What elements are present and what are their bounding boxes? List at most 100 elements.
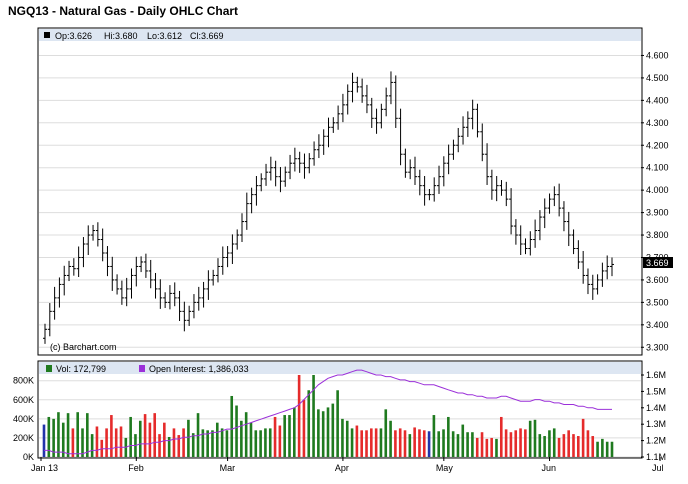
volume-bar [211, 430, 214, 457]
ohlc-bar [485, 143, 490, 185]
volume-bar [244, 412, 248, 457]
volume-bar [52, 418, 55, 457]
volume-bar [129, 416, 132, 457]
ohlc-bar [292, 147, 297, 172]
volume-bar [148, 422, 152, 457]
ohlc-bars [43, 71, 614, 344]
volume-bar [562, 434, 566, 457]
ohlc-bar [143, 253, 148, 278]
volume-bar [384, 409, 388, 457]
volume-bar [312, 375, 315, 457]
volume-bar [66, 413, 70, 457]
ohlc-bar [504, 181, 509, 207]
info-low: Lo:3.612 [147, 31, 182, 41]
volume-bar [177, 435, 181, 457]
ohlc-bar [167, 285, 172, 310]
legend-vol-swatch [46, 365, 52, 372]
ohlc-bar [422, 176, 427, 206]
ohlc-bar [585, 268, 590, 295]
volume-bar [490, 437, 493, 457]
volume-bar [533, 419, 537, 457]
volume-bar [76, 412, 79, 457]
oi-tick-label: 1.5M [646, 386, 666, 396]
legend-bar [39, 362, 641, 374]
legend-oi: Open Interest: 1,386,033 [149, 364, 249, 374]
y-tick-label: 4.000 [646, 185, 669, 195]
volume-bar [230, 395, 234, 457]
volume-bar [355, 425, 359, 457]
ohlc-bar [148, 259, 153, 289]
ohlc-bar [215, 258, 220, 283]
volume-bar [422, 430, 426, 457]
volume-bar [379, 428, 383, 457]
y-tick-label: 4.500 [646, 73, 669, 83]
volume-bar [95, 426, 99, 457]
x-tick-label: Jul [652, 463, 664, 473]
ohlc-bar [374, 108, 379, 134]
y-tick-label: 3.800 [646, 230, 669, 240]
volume-bar [278, 425, 282, 457]
volume-tick-label: 400K [13, 414, 34, 424]
oi-tick-label: 1.2M [646, 436, 666, 446]
ohlc-bar [187, 305, 192, 326]
y-tick-label: 3.900 [646, 208, 669, 218]
credit: (c) Barchart.com [50, 342, 117, 352]
volume-bar [427, 431, 431, 457]
ohlc-bar [177, 290, 182, 322]
volume-bar [167, 436, 171, 457]
volume-bar [317, 409, 320, 457]
volume-bar [302, 399, 306, 457]
volume-bar [601, 438, 604, 457]
ohlc-bar [547, 193, 552, 214]
ohlc-bar [91, 224, 96, 241]
ohlc-bar [403, 148, 408, 178]
volume-bar [326, 407, 330, 457]
ohlc-bar [268, 156, 273, 181]
volume-bar [461, 424, 465, 457]
ohlc-bar [456, 127, 461, 153]
ohlc-bar [475, 103, 480, 138]
ohlc-bar [249, 187, 254, 214]
volume-bar [432, 415, 436, 457]
ohlc-bar [288, 154, 293, 180]
volume-bar [398, 428, 402, 457]
ohlc-bar [71, 258, 76, 276]
volume-bar [215, 422, 219, 457]
ohlc-bar [518, 225, 523, 256]
ohlc-bar [206, 270, 211, 300]
volume-bar [42, 424, 46, 457]
volume-bar [509, 432, 513, 457]
volume-bar [514, 430, 518, 457]
ohlc-bar [235, 229, 240, 250]
info-bar [39, 29, 641, 41]
volume-bar [596, 441, 599, 457]
ohlc-bar [470, 99, 475, 130]
ohlc-bar [340, 93, 345, 123]
volume-bar [110, 415, 113, 457]
y-tick-label: 3.500 [646, 297, 669, 307]
volume-bar [86, 413, 89, 457]
volume-bar [341, 418, 344, 457]
x-axis: Jan 13 Feb Mar Apr May Jun Jul [31, 457, 664, 473]
ohlc-bar [86, 225, 91, 256]
volume-bar [336, 390, 339, 457]
volume-bar [268, 428, 272, 457]
price-grid [39, 54, 641, 348]
ohlc-bar [76, 246, 81, 278]
ohlc-bar [259, 173, 264, 192]
ohlc-bar [321, 129, 326, 155]
ohlc-bar [441, 156, 446, 187]
ohlc-bar [57, 277, 62, 308]
ohlc-bar [316, 134, 321, 159]
ohlc-bar [523, 238, 528, 255]
volume-bar [475, 437, 479, 457]
volume-bar [480, 432, 484, 457]
volume-bar [47, 416, 51, 457]
ohlc-bar [225, 246, 230, 268]
volume-bar [360, 430, 363, 457]
volume-bar [370, 428, 373, 457]
ohlc-bar [364, 84, 369, 114]
volume-bar [254, 430, 258, 457]
volume-tick-label: 600K [13, 395, 34, 405]
volume-bar [191, 433, 195, 457]
